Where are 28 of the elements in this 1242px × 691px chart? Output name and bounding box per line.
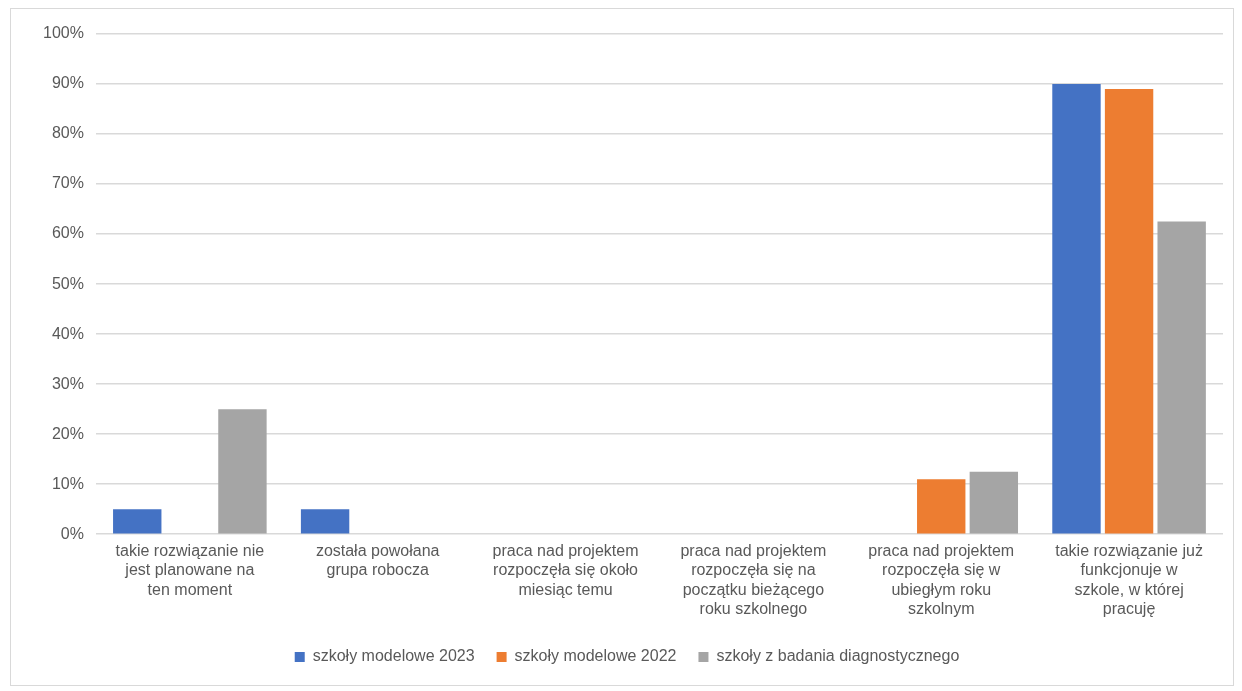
y-tick-label: 100% — [43, 24, 84, 42]
bar — [218, 409, 267, 534]
x-tick-label: praca nad projektem rozpoczęła się na początku bieżącego roku szkolnego — [680, 542, 827, 617]
y-tick-label: 20% — [51, 424, 84, 442]
legend-label: szkoły modelowe 2023 — [312, 647, 475, 665]
y-tick-label: 30% — [51, 374, 84, 392]
bar — [113, 509, 162, 534]
y-tick-label: 40% — [51, 324, 84, 342]
x-tick-label: takie rozwiązanie nie jest planowane na ten moment — [115, 542, 265, 598]
bar — [1157, 221, 1206, 534]
x-tick-label: została powołana grupa robocza — [315, 542, 440, 579]
legend-label: szkoły z badania diagnostycznego — [716, 647, 960, 665]
y-tick-label: 90% — [51, 74, 84, 92]
y-tick-label: 10% — [51, 474, 84, 492]
legend-label: szkoły modelowe 2022 — [514, 647, 677, 665]
y-tick-label: 70% — [51, 174, 84, 192]
bar — [1052, 84, 1101, 534]
x-tick-label: takie rozwiązanie już funkcjonuje w szkole, w której pracuję — [1055, 542, 1203, 617]
x-tick-label: praca nad projektem rozpoczęła się w ubiegłym roku szkolnym — [868, 542, 1015, 617]
y-tick-label: 0% — [60, 524, 84, 542]
bar — [1104, 89, 1154, 534]
x-tick-label: praca nad projektem rozpoczęła się około miesiąc temu — [492, 542, 639, 598]
bar — [969, 471, 1019, 534]
bar — [300, 509, 350, 534]
bar — [917, 479, 966, 534]
y-tick-label: 80% — [51, 124, 84, 142]
y-tick-label: 60% — [51, 224, 84, 242]
y-tick-label: 50% — [51, 274, 84, 292]
